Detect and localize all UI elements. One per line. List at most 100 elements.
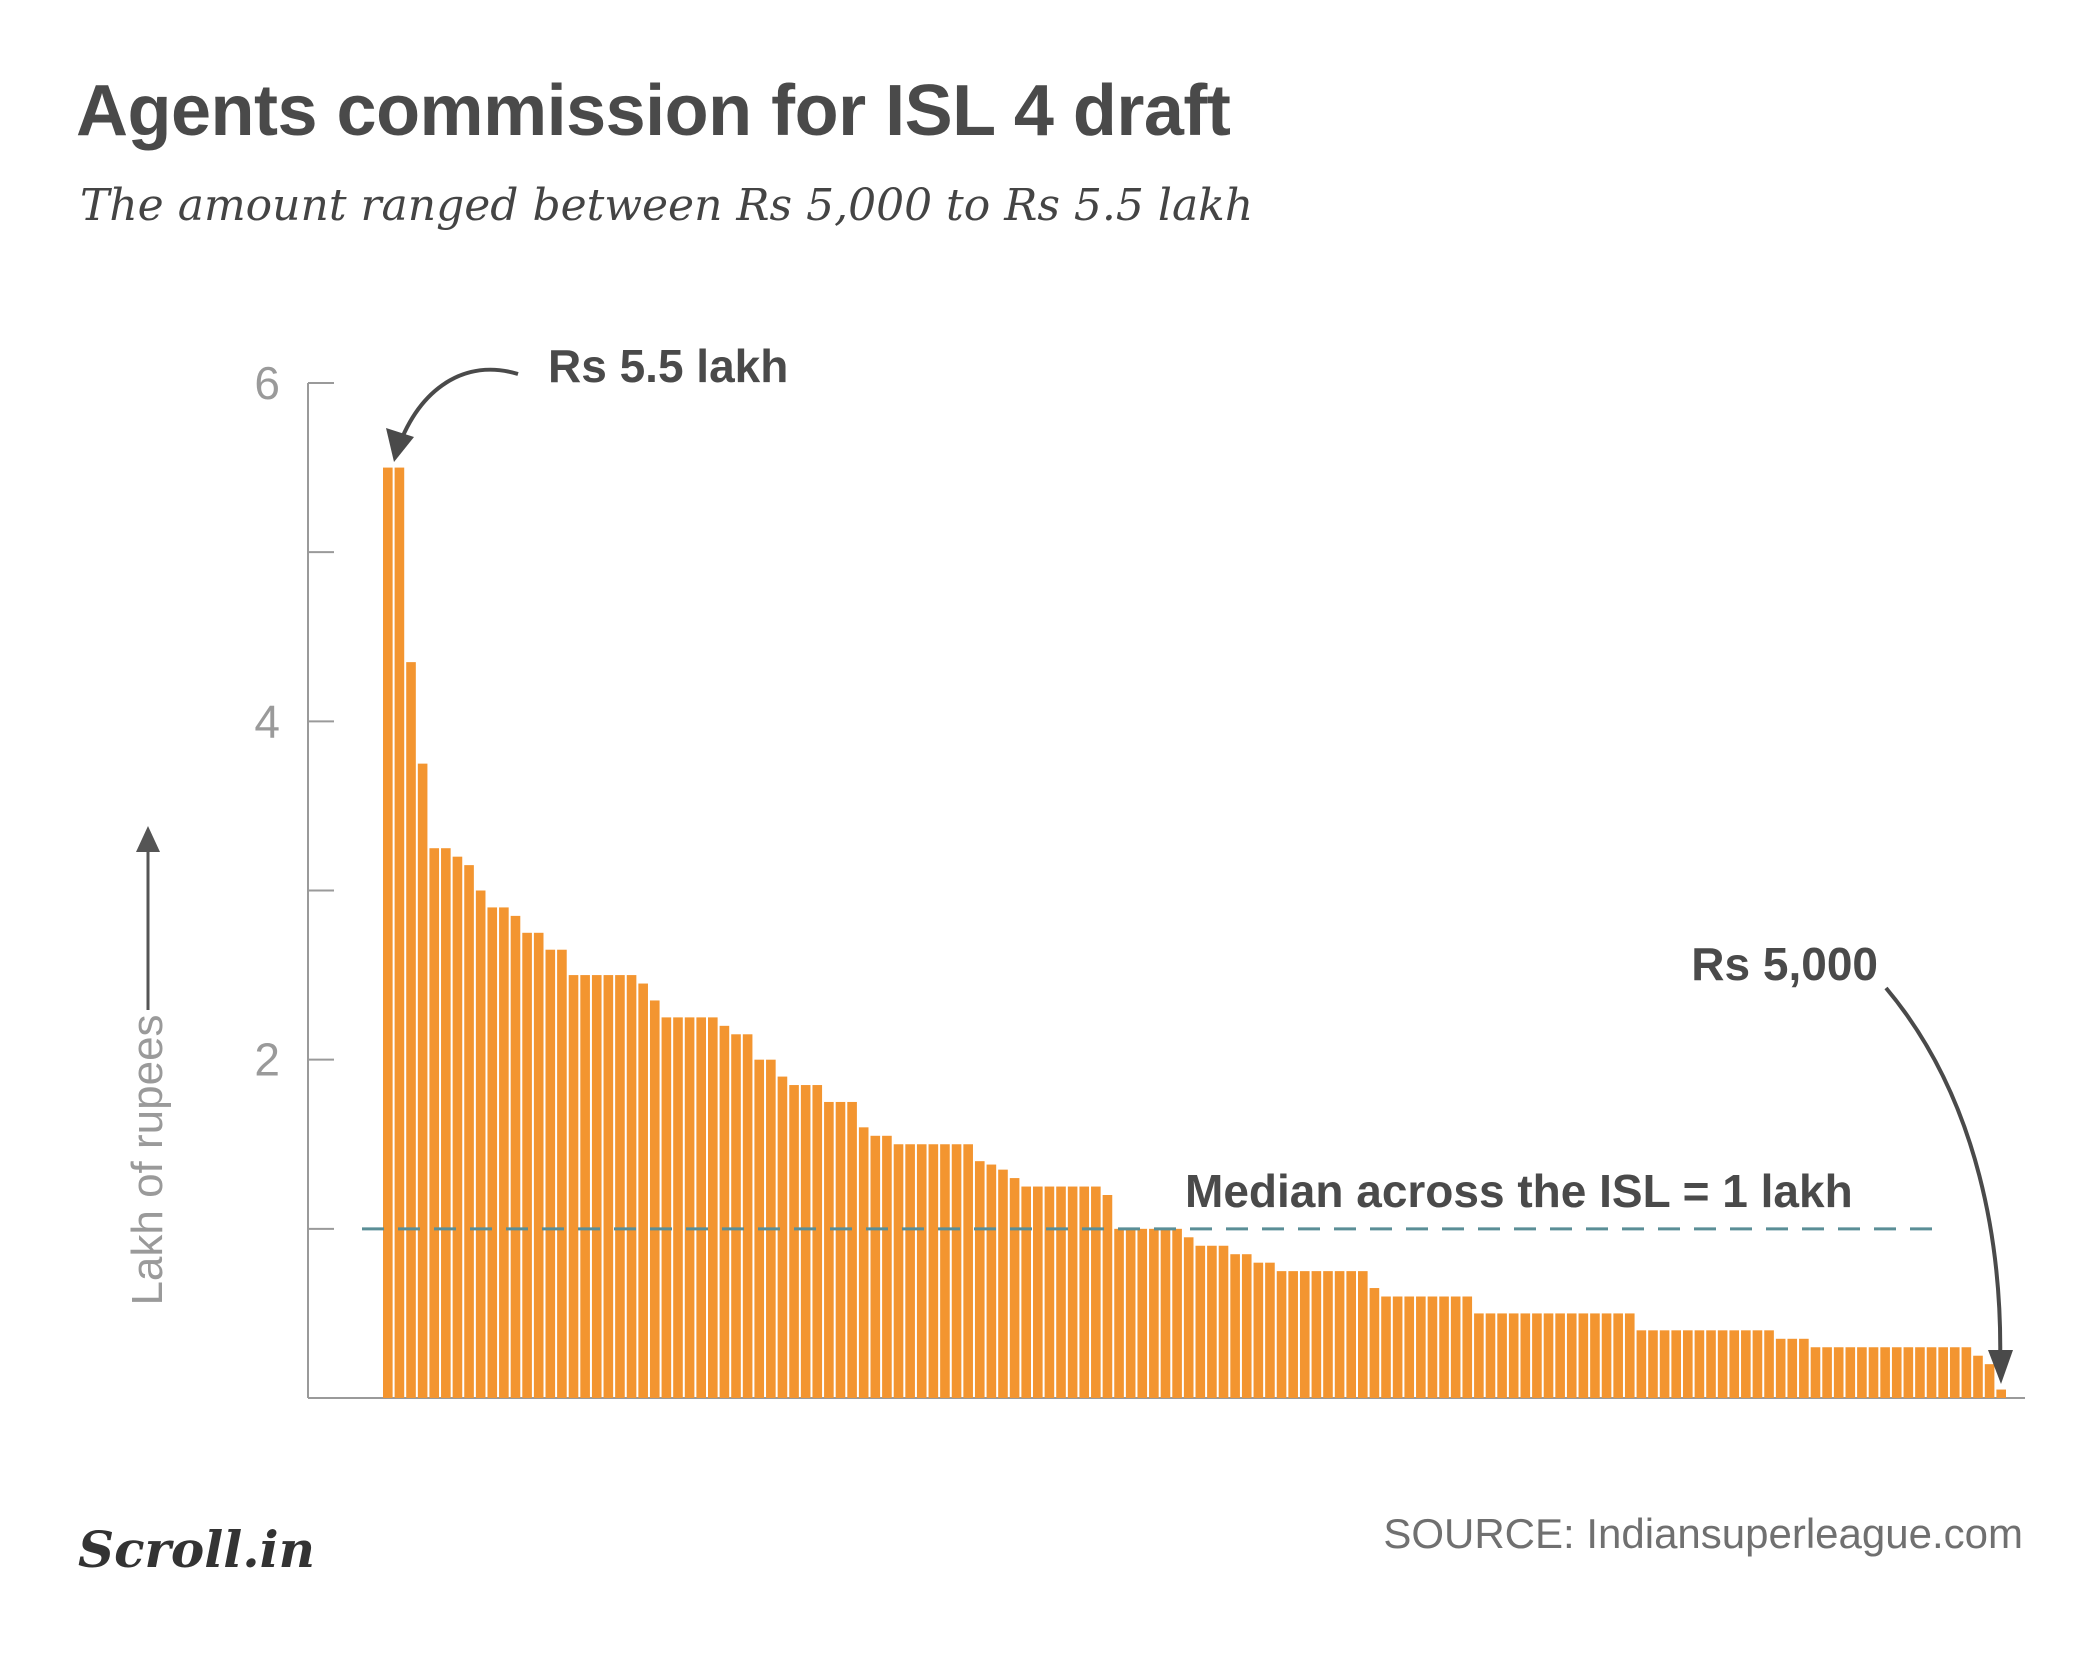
bar — [1288, 1271, 1298, 1399]
bar — [1949, 1347, 1960, 1398]
bar — [1915, 1347, 1925, 1398]
bar — [1056, 1186, 1066, 1398]
bars — [383, 467, 2006, 1399]
chart-title: Agents commission for ISL 4 draft — [76, 71, 1231, 151]
bar — [1172, 1228, 1182, 1398]
bar — [1741, 1330, 1751, 1398]
bar — [800, 1085, 811, 1398]
bar — [1276, 1271, 1287, 1399]
annotation-min-label: Rs 5,000 — [1691, 938, 1878, 990]
bar — [1984, 1364, 1995, 1398]
bar — [708, 1017, 718, 1399]
bar — [1717, 1330, 1728, 1398]
bar — [1404, 1296, 1415, 1398]
bar — [1578, 1313, 1589, 1398]
bar — [1299, 1271, 1310, 1399]
bar — [1497, 1313, 1507, 1398]
bar — [1114, 1228, 1124, 1398]
bar — [963, 1144, 973, 1398]
bar — [789, 1085, 799, 1398]
bar — [1729, 1330, 1740, 1398]
bar — [951, 1144, 962, 1398]
bar — [464, 865, 474, 1399]
bar — [696, 1017, 706, 1399]
bar — [1683, 1330, 1693, 1398]
y-axis: 6 4 2 Lakh of rupees — [123, 357, 2025, 1399]
bar — [522, 932, 532, 1398]
bar — [1033, 1186, 1043, 1398]
bar — [429, 848, 440, 1398]
y-tick-label: 4 — [254, 695, 280, 747]
bar — [1659, 1330, 1670, 1398]
bar — [1694, 1330, 1705, 1398]
logo-text: Scroll.in — [78, 1520, 315, 1579]
bar — [777, 1076, 788, 1398]
bar — [1648, 1330, 1658, 1398]
bar — [1891, 1347, 1902, 1398]
bar — [824, 1101, 834, 1398]
bar — [1230, 1254, 1240, 1398]
bar — [638, 983, 648, 1398]
bar — [1775, 1338, 1786, 1398]
bar — [1009, 1178, 1020, 1398]
bar — [1973, 1355, 1983, 1398]
bar — [1265, 1262, 1275, 1398]
bar — [1195, 1245, 1206, 1398]
bar — [1485, 1313, 1496, 1398]
y-axis-title: Lakh of rupees — [123, 1014, 172, 1305]
bar — [1183, 1237, 1194, 1398]
bar — [1474, 1313, 1484, 1398]
bar — [1311, 1271, 1322, 1399]
bar — [394, 467, 405, 1399]
bar — [591, 975, 602, 1398]
bar — [1555, 1313, 1565, 1398]
bar — [719, 1025, 730, 1398]
bar — [1961, 1347, 1972, 1398]
bar — [1787, 1338, 1798, 1398]
annotation-max-arrowhead — [386, 428, 414, 462]
bar — [1903, 1347, 1914, 1398]
bar — [1857, 1347, 1867, 1398]
y-tick-label: 6 — [254, 357, 280, 409]
annotation-min-arrow — [1884, 986, 2003, 1369]
bar — [603, 975, 614, 1398]
bar — [1996, 1389, 2006, 1398]
bar — [905, 1144, 915, 1398]
bar — [1439, 1296, 1449, 1398]
bar — [1149, 1228, 1159, 1398]
bar — [1381, 1296, 1391, 1398]
bar — [1044, 1186, 1055, 1398]
bar — [1671, 1330, 1681, 1398]
y-tick-label: 2 — [254, 1034, 280, 1086]
bar — [1079, 1186, 1090, 1398]
bar — [812, 1085, 823, 1398]
bar — [1125, 1228, 1136, 1398]
bar — [1532, 1313, 1542, 1398]
bar — [1450, 1296, 1461, 1398]
bar — [1926, 1347, 1937, 1398]
bar — [916, 1144, 927, 1398]
bar — [649, 1000, 660, 1398]
bar — [1358, 1271, 1368, 1399]
bar — [1218, 1245, 1229, 1398]
bar — [1624, 1313, 1635, 1398]
bar — [1845, 1347, 1856, 1398]
median-label: Median across the ISL = 1 lakh — [1185, 1165, 1853, 1217]
bar — [1253, 1262, 1264, 1398]
bar — [661, 1017, 672, 1399]
bar — [1137, 1228, 1148, 1398]
bar — [835, 1101, 846, 1398]
bar — [1334, 1271, 1345, 1399]
bar — [441, 848, 451, 1398]
bar — [1021, 1186, 1031, 1398]
bar — [1102, 1195, 1113, 1398]
bar — [1636, 1330, 1647, 1398]
bar — [580, 975, 590, 1398]
median-line-group: Median across the ISL = 1 lakh — [362, 1165, 1935, 1231]
bar — [1880, 1347, 1890, 1398]
bar — [1706, 1330, 1716, 1398]
bar — [1091, 1186, 1101, 1398]
bar — [545, 949, 556, 1398]
